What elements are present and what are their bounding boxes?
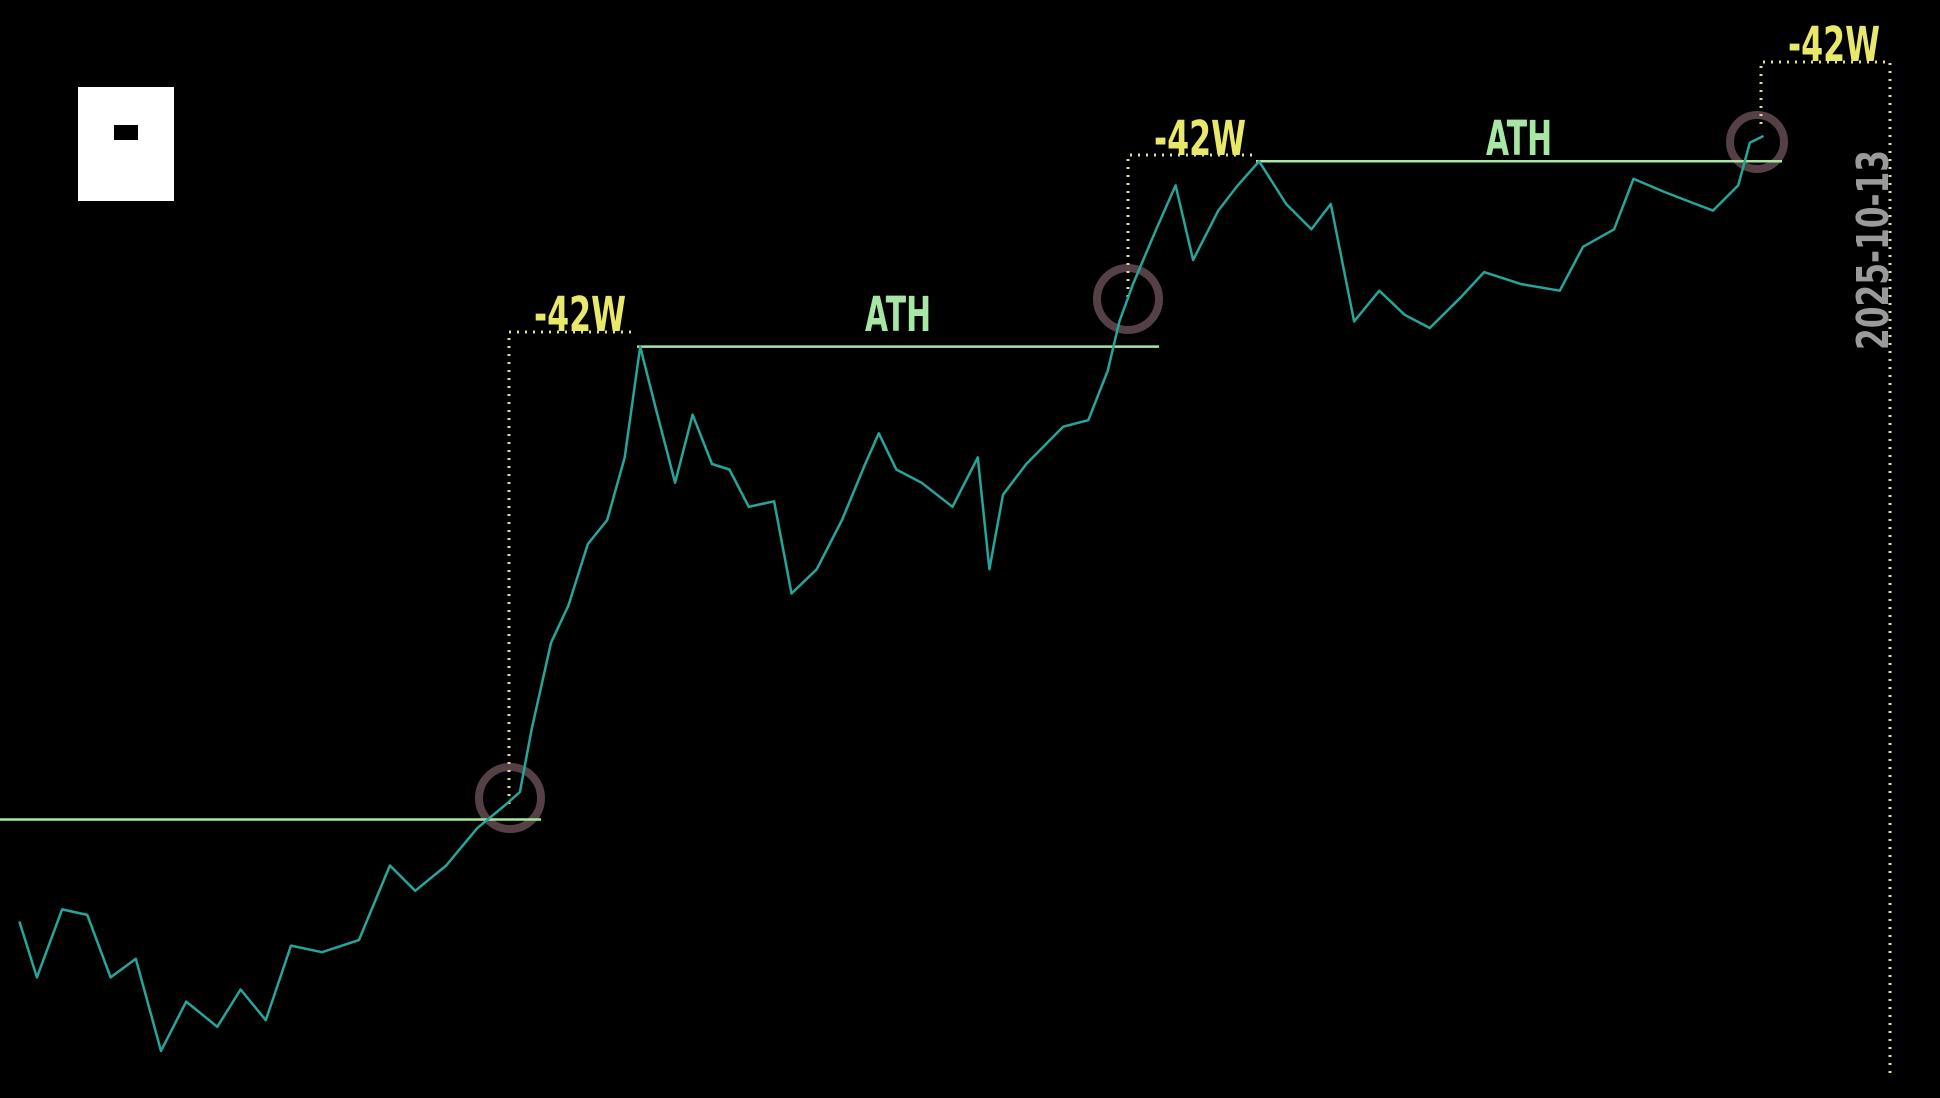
annotation: -42W	[1154, 111, 1246, 167]
dotted-guides	[507, 60, 1892, 1076]
logo	[78, 87, 174, 201]
price-line	[18, 134, 1765, 1053]
annotation: 2025-10-13	[1848, 150, 1899, 350]
highlight-circles	[475, 111, 1788, 833]
annotation: -42W	[1788, 17, 1880, 73]
annotation: ATH	[865, 287, 931, 343]
annotation: ATH	[1486, 111, 1552, 167]
annotation: -42W	[534, 287, 626, 343]
